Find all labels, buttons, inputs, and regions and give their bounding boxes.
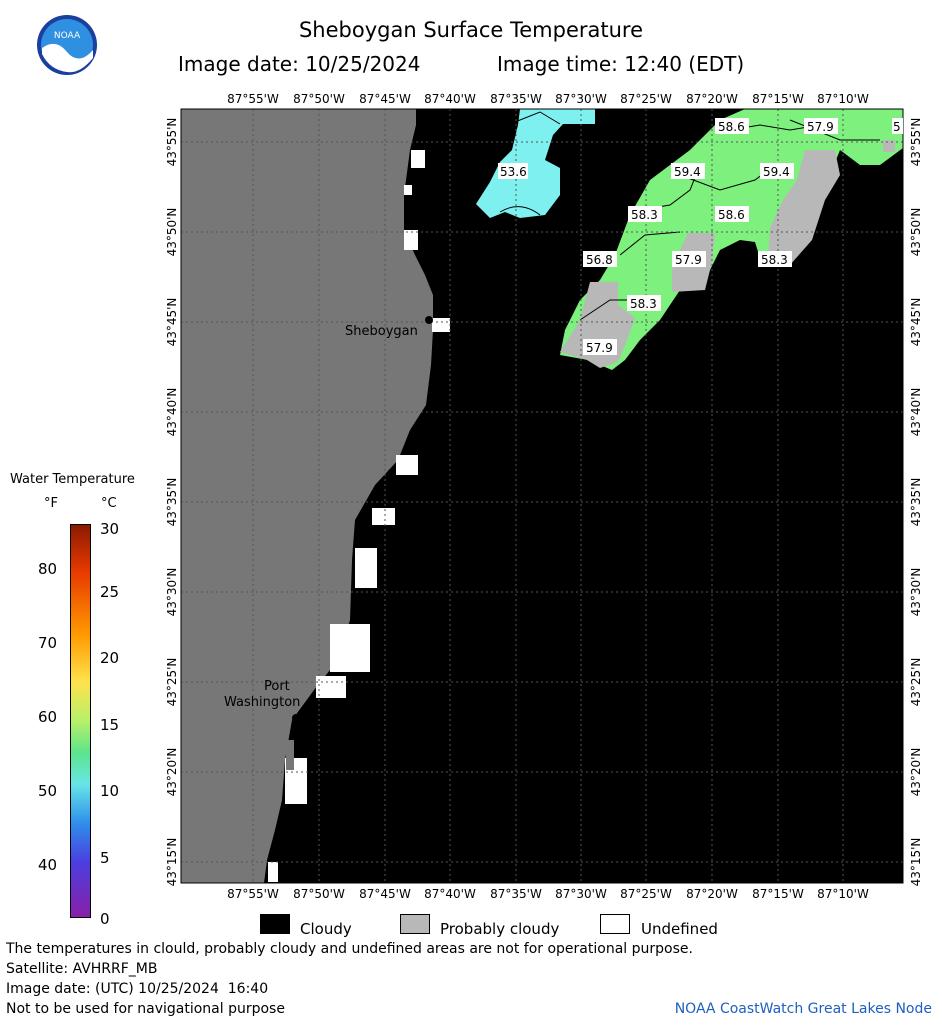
undefined-patches — [268, 150, 450, 882]
lat-label: 43°15'N — [909, 838, 923, 887]
temp-label: 59.4 — [674, 165, 701, 179]
lon-label: 87°45'W — [359, 92, 411, 106]
lon-label: 87°20'W — [686, 887, 738, 901]
longitude-labels: 87°55'W 87°50'W 87°45'W 87°40'W 87°35'W … — [227, 92, 869, 901]
probably-cloudy-patches — [560, 140, 895, 368]
footer-credit: NOAA CoastWatch Great Lakes Node — [674, 1001, 932, 1017]
lon-label: 87°45'W — [359, 887, 411, 901]
c-tick: 10 — [100, 782, 120, 800]
legend-color-bar — [70, 524, 91, 918]
lon-label: 87°30'W — [555, 92, 607, 106]
lat-label: 43°20'N — [909, 748, 923, 797]
lat-label: 43°55'N — [909, 118, 923, 167]
city-dot-port-washington — [292, 714, 300, 722]
temp-label: 56.8 — [586, 253, 613, 267]
lat-label: 43°55'N — [165, 118, 179, 167]
temp-label: 58.3 — [631, 208, 658, 222]
lon-label: 87°40'W — [424, 887, 476, 901]
key-label-undefined: Undefined — [641, 920, 718, 938]
image-date: Image date: 10/25/2024 — [178, 52, 421, 76]
lat-label: 43°50'N — [165, 208, 179, 257]
legend-title: Water Temperature — [10, 472, 135, 487]
lon-label: 87°35'W — [490, 92, 542, 106]
city-label-washington: Washington — [224, 695, 300, 710]
temp-label: 59.4 — [763, 165, 790, 179]
land-area — [181, 109, 433, 883]
lon-label: 87°15'W — [752, 887, 804, 901]
lon-label: 87°15'W — [752, 92, 804, 106]
lat-label: 43°25'N — [165, 658, 179, 707]
lon-label: 87°25'W — [620, 92, 672, 106]
lon-label: 87°50'W — [293, 887, 345, 901]
graticule — [181, 109, 903, 883]
lat-label: 43°30'N — [165, 568, 179, 617]
legend-unit-f: °F — [44, 496, 58, 511]
temp-label: 57.9 — [675, 253, 702, 267]
lon-label: 87°30'W — [555, 887, 607, 901]
legend-unit-c: °C — [101, 496, 117, 511]
lat-label: 43°40'N — [909, 388, 923, 437]
noaa-logo-icon: NOAA — [37, 15, 97, 75]
noaa-logo: NOAA — [36, 14, 98, 76]
footer-utc-date: Image date: (UTC) 10/25/2024 16:40 — [6, 981, 269, 997]
f-tick: 80 — [38, 560, 58, 578]
lon-label: 87°55'W — [227, 92, 279, 106]
key-swatch-undefined — [600, 914, 630, 934]
lat-label: 43°35'N — [165, 478, 179, 527]
temp-label: 58.6 — [718, 120, 745, 134]
logo-text: NOAA — [54, 31, 81, 41]
f-tick: 40 — [38, 856, 58, 874]
lat-label: 43°50'N — [909, 208, 923, 257]
temp-label: 57.9 — [807, 120, 834, 134]
cool-water-patch — [476, 109, 595, 218]
lon-label: 87°35'W — [490, 887, 542, 901]
footer-disclaimer: The temperatures in clould, probably clo… — [6, 941, 693, 957]
lat-label: 43°30'N — [909, 568, 923, 617]
city-label-port: Port — [264, 679, 290, 694]
lon-label: 87°10'W — [817, 92, 869, 106]
lat-label: 43°15'N — [165, 838, 179, 887]
lon-label: 87°55'W — [227, 887, 279, 901]
key-label-probably-cloudy: Probably cloudy — [440, 920, 560, 938]
city-label-sheboygan: Sheboygan — [345, 324, 418, 339]
lat-label: 43°45'N — [165, 298, 179, 347]
key-label-cloudy: Cloudy — [300, 920, 352, 938]
lon-label: 87°40'W — [424, 92, 476, 106]
lat-label: 43°45'N — [909, 298, 923, 347]
temperature-map: Sheboygan Port Washington 53.6 58.6 57.9… — [165, 92, 923, 901]
lat-label: 43°25'N — [909, 658, 923, 707]
lat-label: 43°20'N — [165, 748, 179, 797]
temp-label: 53.6 — [500, 165, 527, 179]
lon-label: 87°10'W — [817, 887, 869, 901]
f-tick: 50 — [38, 782, 58, 800]
lon-label: 87°25'W — [620, 887, 672, 901]
lon-label: 87°50'W — [293, 92, 345, 106]
f-tick: 60 — [38, 708, 58, 726]
footer-navigation-note: Not to be used for navigational purpose — [6, 1001, 285, 1017]
f-tick: 70 — [38, 634, 58, 652]
key-swatch-cloudy — [260, 914, 290, 934]
c-tick: 20 — [100, 649, 120, 667]
temp-label: 5 — [893, 120, 901, 134]
temp-label: 58.6 — [718, 208, 745, 222]
city-dot-sheboygan — [425, 316, 433, 324]
image-time: Image time: 12:40 (EDT) — [497, 52, 745, 76]
c-tick: 0 — [100, 910, 110, 928]
temp-label: 58.3 — [761, 253, 788, 267]
key-swatch-probably-cloudy — [400, 914, 430, 934]
latitude-labels: 43°55'N 43°50'N 43°45'N 43°40'N 43°35'N … — [165, 118, 923, 887]
temp-label: 57.9 — [586, 341, 613, 355]
temp-label: 58.3 — [630, 297, 657, 311]
c-tick: 30 — [100, 520, 120, 538]
c-tick: 5 — [100, 849, 110, 867]
lat-label: 43°35'N — [909, 478, 923, 527]
c-tick: 25 — [100, 583, 120, 601]
lon-label: 87°20'W — [686, 92, 738, 106]
footer-satellite: Satellite: AVHRRF_MB — [6, 961, 158, 977]
page-title: Sheboygan Surface Temperature — [298, 18, 644, 42]
c-tick: 15 — [100, 716, 120, 734]
lat-label: 43°40'N — [165, 388, 179, 437]
temperature-labels: 53.6 58.6 57.9 5 59.4 59.4 58.3 58.6 56.… — [498, 118, 903, 355]
